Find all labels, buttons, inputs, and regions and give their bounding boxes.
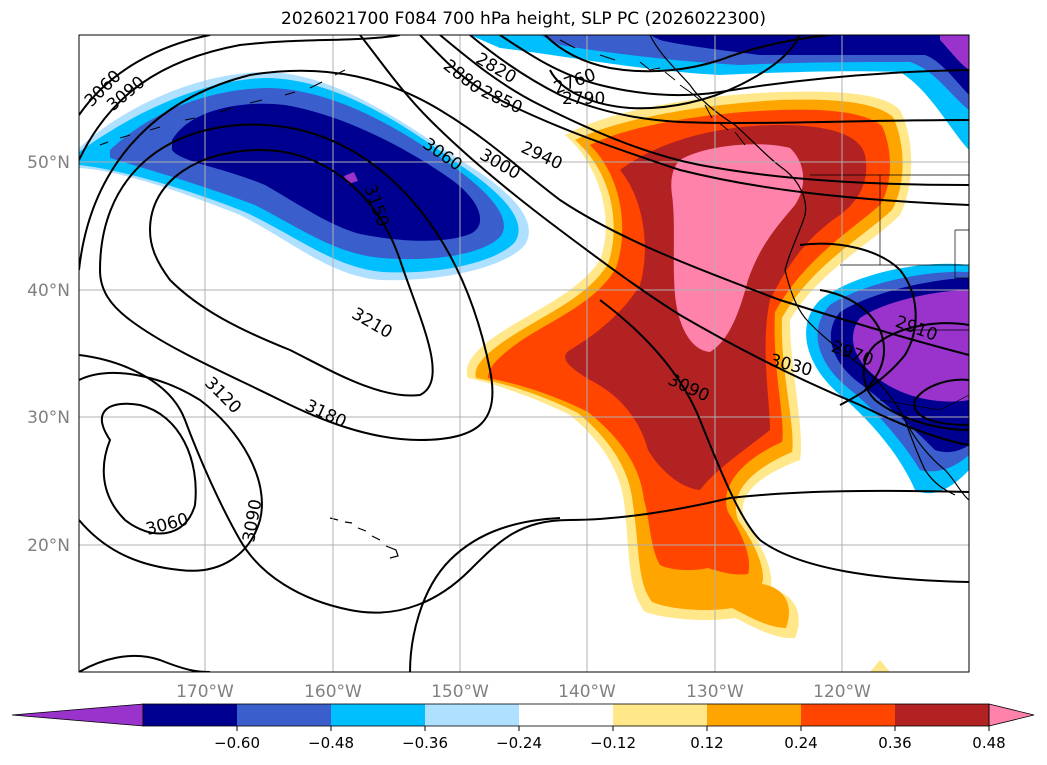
negative-anomaly-north-purple (940, 35, 969, 70)
colorbar-tick-label: −0.36 (402, 734, 448, 752)
lon-label: 150°W (431, 682, 489, 702)
colorbar-segment (707, 704, 802, 726)
lat-label: 40°N (27, 281, 70, 301)
colorbar-segment (801, 704, 896, 726)
contour-label: 2790 (562, 89, 605, 109)
colorbar-left-extend (11, 703, 144, 727)
coastline-alaska-islands (559, 39, 746, 146)
coastline-hawaii (329, 517, 399, 559)
colorbar-segment (895, 704, 990, 726)
negative-anomaly-southwest-purple (852, 290, 969, 402)
negative-anomaly-north-navy (650, 35, 969, 95)
lon-label: 130°W (686, 682, 744, 702)
colorbar-tick-label: −0.24 (496, 734, 542, 752)
colorbar-segment (237, 704, 332, 726)
positive-anomaly-small-yellow (870, 660, 890, 672)
map-title: 2026021700 F084 700 hPa height, SLP PC (… (281, 9, 766, 29)
colorbar-segment (519, 704, 614, 726)
lat-label: 20°N (27, 536, 70, 556)
colorbar-segment (425, 704, 520, 726)
colorbar-segment (331, 704, 426, 726)
lon-label: 170°W (176, 682, 234, 702)
latitude-labels: 50°N 40°N 30°N 20°N (27, 153, 70, 556)
coastline-north-america (649, 35, 969, 501)
colorbar-frame (142, 703, 990, 727)
negative-anomaly-north-cyan (470, 35, 969, 150)
negative-anomaly-central-pacific-navy (172, 103, 481, 241)
colorbar-tick-label: −0.12 (590, 734, 636, 752)
colorbar-tick-label: −0.60 (214, 734, 260, 752)
lat-label: 50°N (27, 153, 70, 173)
colorbar-tick-label: 0.36 (878, 734, 911, 752)
lon-label: 160°W (304, 682, 362, 702)
map-area: 3060 3090 2880 2820 2850 2760 2790 3060 … (79, 35, 969, 672)
colorbar-right-extend (988, 703, 1035, 727)
colorbar-tick-label: 0.48 (972, 734, 1005, 752)
colorbar-segment (613, 704, 708, 726)
lon-label: 140°W (558, 682, 616, 702)
map-frame (78, 34, 970, 673)
colorbar-tick-label: −0.48 (308, 734, 354, 752)
colorbar-tick-label: 0.24 (784, 734, 817, 752)
positive-anomaly-pink (671, 144, 804, 352)
political-borders (810, 174, 969, 411)
coastline-baja (904, 419, 956, 496)
lat-label: 30°N (27, 408, 70, 428)
colorbar: −0.60 −0.48 −0.36 −0.24 −0.12 0.12 0.24 0.36 0.4… (11, 703, 1035, 752)
colorbar-tick-label: 0.12 (690, 734, 723, 752)
lon-label: 120°W (813, 682, 871, 702)
colorbar-segment (143, 704, 238, 726)
height-contours (79, 35, 969, 672)
map-gridlines (79, 35, 969, 672)
longitude-labels: 170°W 160°W 150°W 140°W 130°W 120°W (176, 682, 871, 702)
